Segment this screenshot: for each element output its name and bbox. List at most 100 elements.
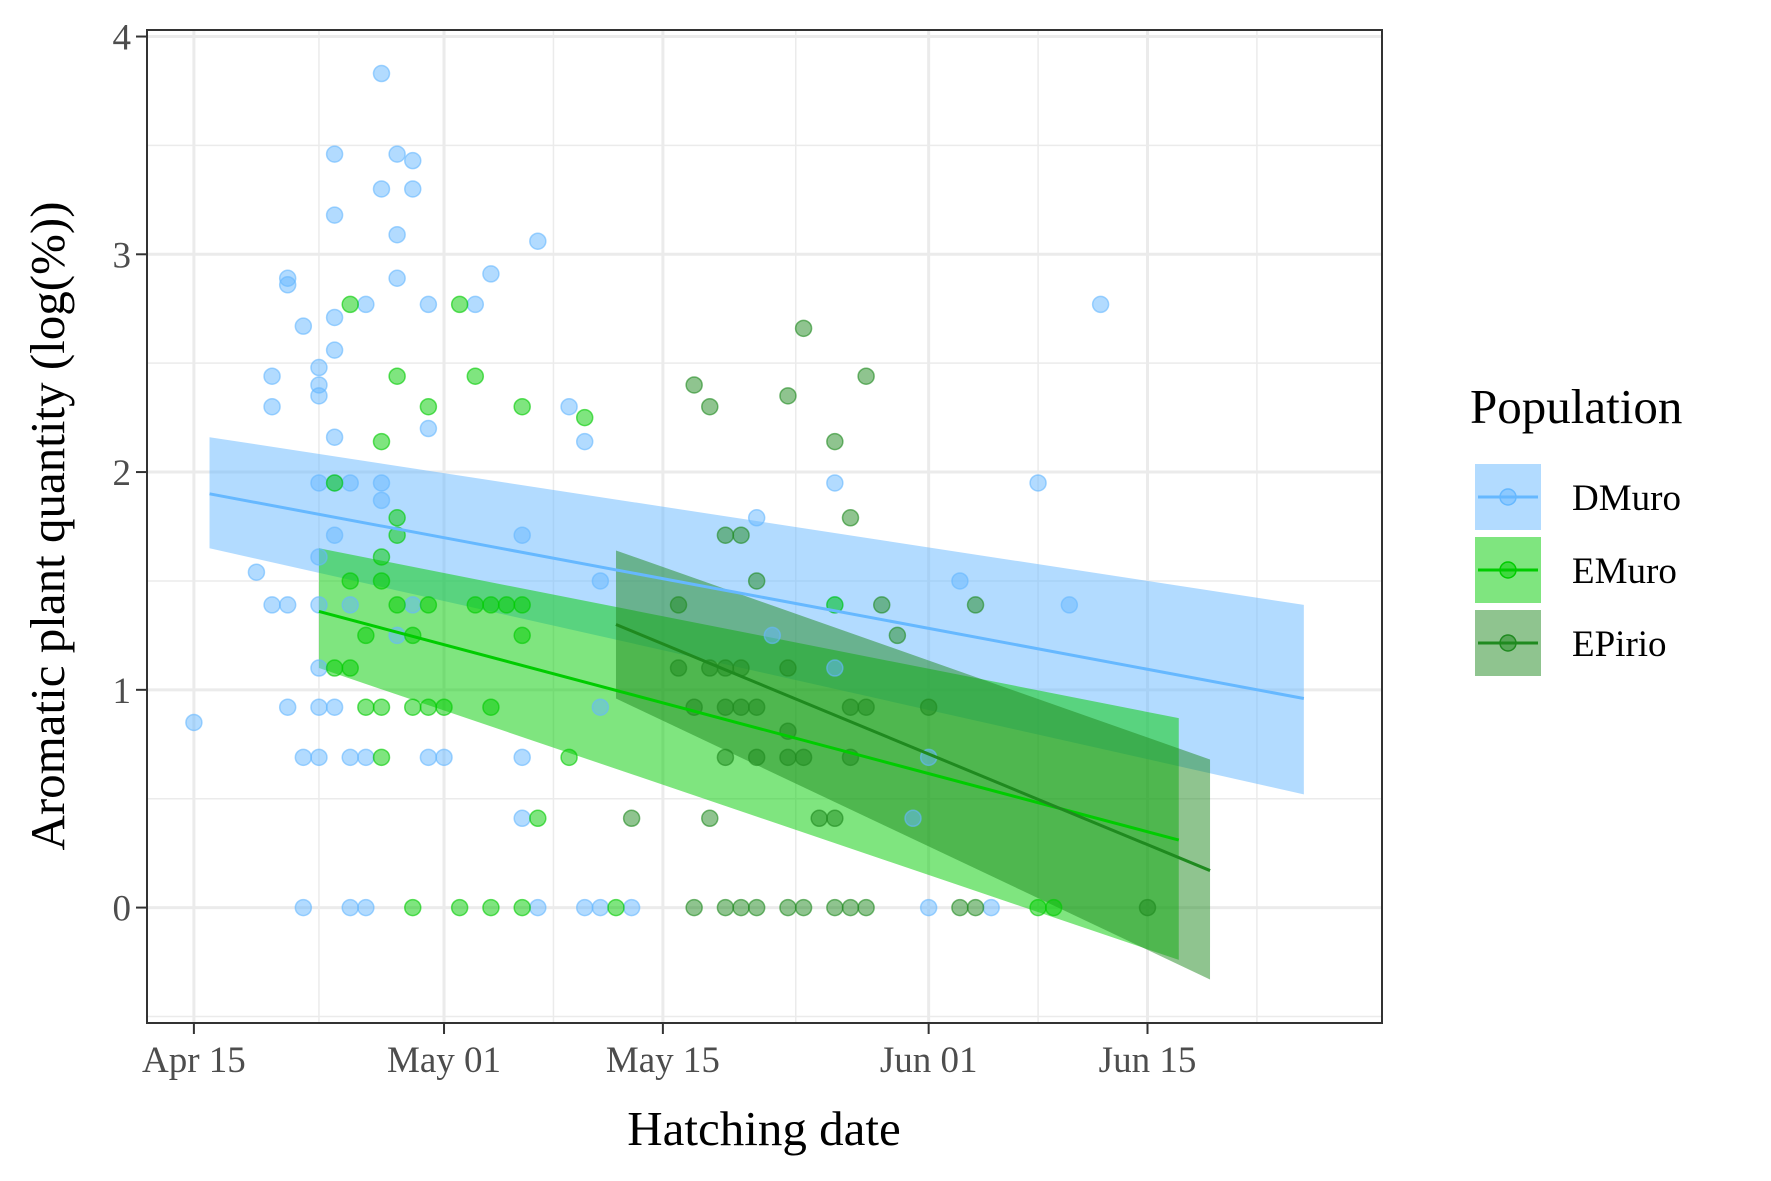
point-epirio bbox=[701, 397, 719, 416]
point-epirio bbox=[951, 898, 969, 917]
point-epirio bbox=[779, 659, 797, 677]
point-dmuro bbox=[185, 713, 203, 732]
plot-border bbox=[146, 29, 1383, 1024]
point-epirio bbox=[919, 698, 938, 716]
point-epirio bbox=[747, 898, 766, 917]
point-epirio bbox=[716, 748, 735, 767]
fit-line-emuro bbox=[318, 609, 1180, 842]
legend-title: Population bbox=[1470, 379, 1682, 434]
point-emuro bbox=[497, 596, 516, 614]
point-dmuro bbox=[325, 145, 344, 163]
point-dmuro bbox=[529, 232, 547, 250]
point-dmuro bbox=[325, 341, 344, 359]
point-emuro bbox=[419, 397, 438, 416]
point-dmuro bbox=[404, 151, 422, 170]
point-emuro bbox=[513, 898, 531, 917]
fit-lines bbox=[209, 492, 1305, 872]
point-dmuro bbox=[560, 397, 578, 416]
point-emuro bbox=[513, 626, 531, 645]
point-epirio bbox=[966, 596, 985, 614]
point-dmuro bbox=[310, 387, 328, 405]
x-tick-label: Apr 15 bbox=[142, 1040, 246, 1081]
point-dmuro bbox=[419, 748, 438, 767]
point-dmuro bbox=[325, 698, 344, 716]
legend: Population DMuro EMuro EPirio bbox=[1470, 379, 1682, 676]
point-epirio bbox=[826, 898, 844, 917]
point-dmuro bbox=[951, 572, 969, 590]
point-epirio bbox=[841, 698, 860, 716]
point-emuro bbox=[341, 295, 359, 314]
point-epirio bbox=[747, 698, 766, 716]
legend-key-point-dmuro bbox=[1499, 488, 1517, 506]
point-dmuro bbox=[357, 748, 375, 767]
point-dmuro bbox=[310, 698, 328, 716]
point-dmuro bbox=[341, 474, 359, 492]
point-emuro bbox=[560, 748, 578, 767]
point-epirio bbox=[716, 526, 735, 544]
point-dmuro bbox=[310, 548, 328, 566]
point-dmuro bbox=[747, 509, 766, 527]
point-epirio bbox=[779, 387, 797, 405]
point-dmuro bbox=[325, 526, 344, 544]
point-epirio bbox=[857, 698, 875, 716]
point-dmuro bbox=[466, 295, 485, 314]
point-dmuro bbox=[388, 145, 406, 163]
x-tick-label: Jun 01 bbox=[880, 1040, 978, 1081]
point-emuro bbox=[341, 572, 359, 590]
point-epirio bbox=[669, 659, 688, 677]
point-emuro bbox=[388, 509, 406, 527]
point-dmuro bbox=[372, 474, 391, 492]
axes: Apr 15 May 01 May 15 Jun 01 Jun 15 0 1 2 3 4 bbox=[113, 18, 1197, 1081]
point-emuro bbox=[466, 367, 485, 385]
y-tick-label: 4 bbox=[113, 18, 132, 59]
point-dmuro bbox=[513, 809, 531, 828]
point-epirio bbox=[732, 698, 750, 716]
y-tick-label: 3 bbox=[113, 235, 132, 276]
point-epirio bbox=[685, 376, 703, 394]
legend-key-point-emuro bbox=[1499, 561, 1517, 579]
point-epirio bbox=[732, 898, 750, 917]
y-tick-label: 2 bbox=[113, 453, 132, 494]
point-epirio bbox=[701, 809, 719, 828]
point-emuro bbox=[388, 526, 406, 544]
point-epirio bbox=[794, 748, 813, 767]
point-dmuro bbox=[513, 526, 531, 544]
point-dmuro bbox=[404, 596, 422, 614]
point-dmuro bbox=[357, 295, 375, 314]
point-dmuro bbox=[591, 898, 610, 917]
point-emuro bbox=[372, 698, 391, 716]
point-dmuro bbox=[388, 225, 406, 244]
point-dmuro bbox=[591, 572, 610, 590]
point-epirio bbox=[794, 319, 813, 338]
point-epirio bbox=[716, 698, 735, 716]
point-epirio bbox=[747, 572, 766, 590]
point-dmuro bbox=[310, 748, 328, 767]
point-dmuro bbox=[247, 563, 266, 581]
point-dmuro bbox=[341, 596, 359, 614]
point-emuro bbox=[513, 596, 531, 614]
point-emuro bbox=[450, 898, 469, 917]
point-emuro bbox=[372, 548, 391, 566]
point-dmuro bbox=[310, 358, 328, 377]
point-emuro bbox=[529, 809, 547, 828]
point-emuro bbox=[419, 596, 438, 614]
point-dmuro bbox=[357, 898, 375, 917]
point-emuro bbox=[482, 596, 500, 614]
point-emuro bbox=[325, 474, 344, 492]
point-emuro bbox=[372, 572, 391, 590]
point-epirio bbox=[716, 898, 735, 917]
point-dmuro bbox=[310, 474, 328, 492]
point-dmuro bbox=[294, 898, 313, 917]
point-epirio bbox=[779, 898, 797, 917]
point-dmuro bbox=[575, 898, 594, 917]
data-points bbox=[185, 64, 1157, 917]
point-emuro bbox=[404, 898, 422, 917]
point-epirio bbox=[810, 809, 828, 828]
point-emuro bbox=[325, 659, 344, 677]
point-epirio bbox=[685, 898, 703, 917]
point-dmuro bbox=[1060, 596, 1079, 614]
point-dmuro bbox=[575, 432, 594, 451]
point-dmuro bbox=[325, 308, 344, 327]
point-dmuro bbox=[404, 180, 422, 198]
x-tick-label: May 15 bbox=[606, 1040, 720, 1081]
